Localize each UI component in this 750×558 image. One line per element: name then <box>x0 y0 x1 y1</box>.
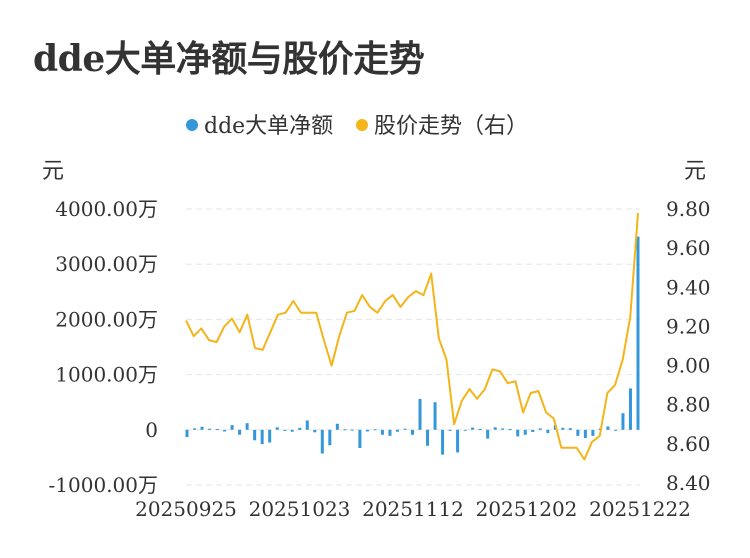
bar[interactable] <box>298 427 302 430</box>
left-tick-label: 0 <box>145 418 158 442</box>
bar[interactable] <box>516 429 520 437</box>
left-tick-label: 4000.00万 <box>55 197 158 221</box>
bar[interactable] <box>260 429 264 445</box>
bar[interactable] <box>621 413 625 430</box>
bar[interactable] <box>283 429 287 431</box>
bar[interactable] <box>268 429 272 443</box>
right-tick-label: 9.20 <box>666 314 711 338</box>
bar[interactable] <box>365 429 369 432</box>
line-series <box>185 212 639 461</box>
left-tick-label: 1000.00万 <box>55 363 158 387</box>
bar[interactable] <box>613 429 617 431</box>
right-tick-label: 9.60 <box>666 236 711 260</box>
bar[interactable] <box>583 429 587 439</box>
bar[interactable] <box>395 429 399 432</box>
legend-marker-price <box>356 119 368 131</box>
legend-label-price[interactable]: 股价走势（右） <box>374 114 528 139</box>
left-tick-label: 3000.00万 <box>55 252 158 276</box>
bar[interactable] <box>320 429 324 454</box>
bar[interactable] <box>628 388 632 430</box>
bar[interactable] <box>200 426 204 430</box>
bar[interactable] <box>606 426 610 430</box>
bar[interactable] <box>418 398 422 430</box>
right-tick-label: 9.40 <box>666 275 711 299</box>
bar[interactable] <box>313 429 317 433</box>
bar[interactable] <box>290 429 294 432</box>
x-tick-label: 20251023 <box>249 497 351 521</box>
bar[interactable] <box>636 236 640 430</box>
bar[interactable] <box>185 429 189 437</box>
bar[interactable] <box>380 429 384 435</box>
left-tick-label: 2000.00万 <box>55 307 158 331</box>
bar[interactable] <box>223 429 227 432</box>
x-tick-label: 20250925 <box>135 497 237 521</box>
bar[interactable] <box>568 428 572 430</box>
bar[interactable] <box>538 428 542 430</box>
bar[interactable] <box>343 429 347 431</box>
bar[interactable] <box>463 429 467 431</box>
right-tick-label: 8.80 <box>666 393 711 417</box>
chart-title: dde大单净额与股价走势 <box>33 38 425 80</box>
bar[interactable] <box>576 429 580 436</box>
bar[interactable] <box>328 429 332 446</box>
bar[interactable] <box>508 428 512 430</box>
bar[interactable] <box>486 429 490 439</box>
bar[interactable] <box>335 423 339 430</box>
bar[interactable] <box>245 423 249 430</box>
bar[interactable] <box>253 429 257 441</box>
bar[interactable] <box>350 429 354 431</box>
bar[interactable] <box>456 429 460 453</box>
right-axis-ticks: 9.80 9.60 9.40 9.20 9.00 8.80 8.60 8.40 <box>666 197 711 495</box>
bar[interactable] <box>433 402 437 430</box>
bar[interactable] <box>403 428 407 430</box>
bar[interactable] <box>238 429 242 435</box>
bar[interactable] <box>373 429 377 431</box>
right-tick-label: 9.00 <box>666 354 711 378</box>
x-tick-label: 20251222 <box>589 497 691 521</box>
bar[interactable] <box>411 429 414 435</box>
bar[interactable] <box>501 428 505 430</box>
bar[interactable] <box>561 427 565 430</box>
x-tick-label: 20251112 <box>362 497 464 521</box>
legend: dde大单净额 股价走势（右） <box>186 114 528 139</box>
bar[interactable] <box>523 429 527 435</box>
bar[interactable] <box>478 428 482 430</box>
left-tick-label: -1000.00万 <box>49 473 158 497</box>
bar[interactable] <box>215 428 219 430</box>
bar[interactable] <box>493 427 497 430</box>
bar[interactable] <box>230 425 234 430</box>
bar[interactable] <box>208 428 212 430</box>
bar-series <box>185 236 640 455</box>
bar[interactable] <box>546 429 550 434</box>
left-axis-ticks: 4000.00万 3000.00万 2000.00万 1000.00万 0 -1000.0… <box>49 197 158 497</box>
bar[interactable] <box>305 420 309 430</box>
bar[interactable] <box>193 428 197 430</box>
bar[interactable] <box>388 429 392 436</box>
bar[interactable] <box>448 429 452 431</box>
left-axis-unit: 元 <box>42 159 64 184</box>
bar[interactable] <box>441 429 445 455</box>
bar[interactable] <box>591 429 595 436</box>
bar[interactable] <box>471 427 475 430</box>
legend-marker-dde <box>186 119 198 131</box>
bar[interactable] <box>275 427 279 430</box>
right-axis-unit: 元 <box>684 159 706 184</box>
right-tick-label: 8.40 <box>666 471 711 495</box>
bar[interactable] <box>531 429 535 433</box>
legend-label-dde[interactable]: dde大单净额 <box>204 114 333 139</box>
price-line[interactable] <box>185 212 639 461</box>
bar[interactable] <box>426 429 430 446</box>
x-tick-label: 20251202 <box>476 497 578 521</box>
bar[interactable] <box>358 429 362 449</box>
right-tick-label: 9.80 <box>666 197 711 221</box>
x-axis-ticks: 20250925 20251023 20251112 20251202 20251222 <box>135 497 691 521</box>
right-tick-label: 8.60 <box>666 432 711 456</box>
